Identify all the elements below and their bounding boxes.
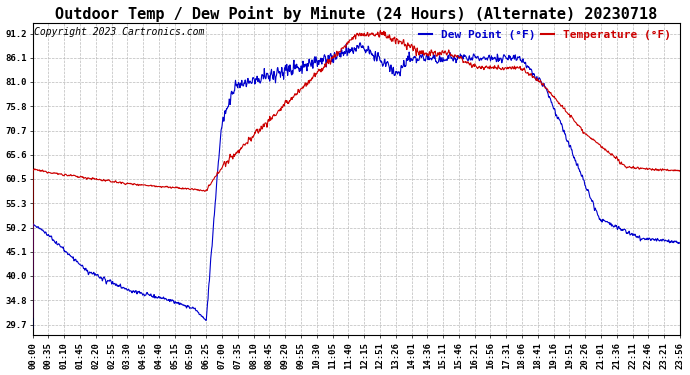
Title: Outdoor Temp / Dew Point by Minute (24 Hours) (Alternate) 20230718: Outdoor Temp / Dew Point by Minute (24 H… bbox=[55, 6, 658, 21]
Legend: Dew Point (°F), Temperature (°F): Dew Point (°F), Temperature (°F) bbox=[419, 30, 671, 40]
Text: Copyright 2023 Cartronics.com: Copyright 2023 Cartronics.com bbox=[34, 27, 204, 38]
